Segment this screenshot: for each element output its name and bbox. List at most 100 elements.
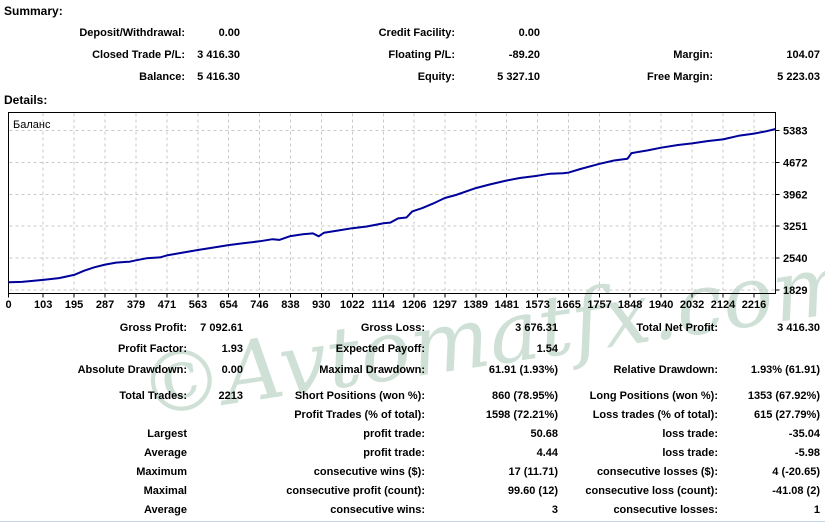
x-tick-label: 1297 — [433, 299, 457, 311]
value-cell — [187, 463, 243, 482]
value-cell: 1.93% (61.91) — [750, 364, 820, 376]
value-cell: 5 327.10 — [497, 71, 540, 83]
value-cell: 860 (78.95%) — [491, 390, 558, 402]
value-cell: 3 — [551, 504, 558, 516]
label-cell: consecutive wins: — [330, 504, 425, 516]
x-tick-label: 838 — [281, 299, 299, 311]
value-cell: 1.54 — [536, 343, 558, 355]
label-cell: Credit Facility: — [378, 27, 455, 39]
x-tick-label: 1940 — [649, 299, 673, 311]
value-cell — [187, 501, 243, 520]
label-cell: Total Trades: — [119, 390, 187, 402]
y-tick-label: 4672 — [783, 157, 807, 169]
value-cell: 50.68 — [530, 428, 558, 440]
label-cell: Maximum — [136, 466, 187, 478]
summary-heading: Summary: — [4, 4, 63, 18]
label-cell: Relative Drawdown: — [613, 364, 718, 376]
label-cell: Largest — [147, 428, 187, 440]
label-cell: profit trade: — [363, 447, 425, 459]
details-row: Maximum consecutive wins ($): 17 (11.71) co… — [0, 463, 820, 482]
label-cell — [558, 339, 718, 360]
y-tick-label: 1829 — [783, 285, 807, 297]
label-cell: Closed Trade P/L: — [92, 49, 185, 61]
details-row: Gross Profit: 7 092.61 Gross Loss: 3 676.31… — [0, 318, 820, 339]
x-tick-label: 1114 — [372, 299, 396, 311]
value-cell: 1.93 — [221, 343, 243, 355]
label-cell: profit trade: — [363, 428, 425, 440]
value-cell — [187, 444, 243, 463]
x-tick-label: 1389 — [464, 299, 488, 311]
x-tick-label: 930 — [312, 299, 330, 311]
label-cell: Equity: — [417, 71, 455, 83]
balance-chart: 0 103 195 287 379 471 563 654 746 838 930 1022 1114 1… — [5, 112, 807, 311]
x-tick-label: 195 — [65, 299, 83, 311]
details-table: Gross Profit: 7 092.61 Gross Loss: 3 676.31… — [0, 318, 820, 520]
label-cell: Maximal Drawdown: — [319, 364, 425, 376]
x-tick-label: 2032 — [680, 299, 704, 311]
details-row: Maximal consecutive profit (count): 99.60 … — [0, 482, 820, 501]
value-cell: 3 416.30 — [197, 49, 240, 61]
details-heading: Details: — [4, 93, 48, 107]
label-cell: Gross Loss: — [360, 322, 425, 334]
value-cell — [187, 482, 243, 501]
balance-line — [8, 128, 776, 284]
label-cell: Loss trades (% of total): — [592, 409, 718, 421]
label-cell: Floating P/L: — [388, 49, 455, 61]
label-cell: Margin: — [673, 49, 713, 61]
y-tick-label: 5383 — [783, 126, 807, 138]
label-cell: consecutive wins ($): — [313, 466, 425, 478]
value-cell: -35.04 — [788, 428, 820, 440]
value-cell: 1353 (67.92%) — [747, 390, 820, 402]
x-tick-label: 379 — [127, 299, 145, 311]
details-row: Average consecutive wins: 3 consecutive los… — [0, 501, 820, 520]
x-tick-label: 103 — [34, 299, 52, 311]
value-cell: 3 676.31 — [515, 322, 558, 334]
label-cell: Total Net Profit: — [636, 322, 718, 334]
value-cell: -5.98 — [794, 447, 820, 459]
details-row: Average profit trade: 4.44 loss trade: -5.98 — [0, 444, 820, 463]
y-tick-label: 3251 — [783, 221, 807, 233]
x-tick-label: 471 — [158, 299, 176, 311]
plot-border — [8, 112, 776, 294]
x-tick-label: 1573 — [525, 299, 549, 311]
x-tick-label: 287 — [96, 299, 114, 311]
y-tick-label: 3962 — [783, 189, 807, 201]
value-cell: 0.00 — [518, 27, 540, 39]
label-cell: Long Positions (won %): — [589, 390, 718, 402]
value-cell: 5 223.03 — [777, 71, 820, 83]
label-cell — [0, 406, 187, 425]
label-cell: Short Positions (won %): — [294, 390, 425, 402]
label-cell: consecutive losses ($): — [596, 466, 718, 478]
value-cell — [187, 425, 243, 444]
value-cell — [713, 22, 820, 44]
value-cell: 1598 (72.21%) — [485, 409, 558, 421]
details-row: Profit Factor: 1.93 Expected Payoff: 1.54 — [0, 339, 820, 360]
value-cell: 1 — [813, 504, 820, 516]
label-cell: Maximal — [143, 485, 187, 497]
label-cell: Absolute Drawdown: — [77, 364, 187, 376]
value-cell: 0.00 — [218, 27, 240, 39]
summary-table: Deposit/Withdrawal: 0.00 Credit Facility: 0… — [0, 22, 820, 88]
value-cell — [718, 339, 820, 360]
x-tick-label: 2124 — [711, 299, 736, 311]
details-row: Total Trades: 2213 Short Positions (won %)… — [0, 387, 820, 406]
label-cell: Gross Profit: — [119, 322, 187, 334]
value-cell: 7 092.61 — [200, 322, 243, 334]
x-tick-label: 746 — [250, 299, 268, 311]
x-tick-label: 654 — [219, 299, 238, 311]
value-cell: -41.08 (2) — [772, 485, 820, 497]
value-cell: 61.91 (1.93%) — [488, 364, 558, 376]
label-cell: Free Margin: — [646, 71, 713, 83]
value-cell — [187, 406, 243, 425]
label-cell: Deposit/Withdrawal: — [79, 27, 185, 39]
label-cell: Average — [143, 504, 187, 516]
details-row: Largest profit trade: 50.68 loss trade: -35.… — [0, 425, 820, 444]
x-tick-label: 2216 — [742, 299, 766, 311]
bottom-divider — [0, 521, 825, 522]
details-row: Profit Trades (% of total): 1598 (72.21%)… — [0, 406, 820, 425]
summary-row: Closed Trade P/L: 3 416.30 Floating P/L: -8… — [0, 44, 820, 66]
label-cell: consecutive loss (count): — [585, 485, 718, 497]
value-cell: 17 (11.71) — [508, 466, 558, 478]
label-cell: loss trade: — [662, 428, 718, 440]
